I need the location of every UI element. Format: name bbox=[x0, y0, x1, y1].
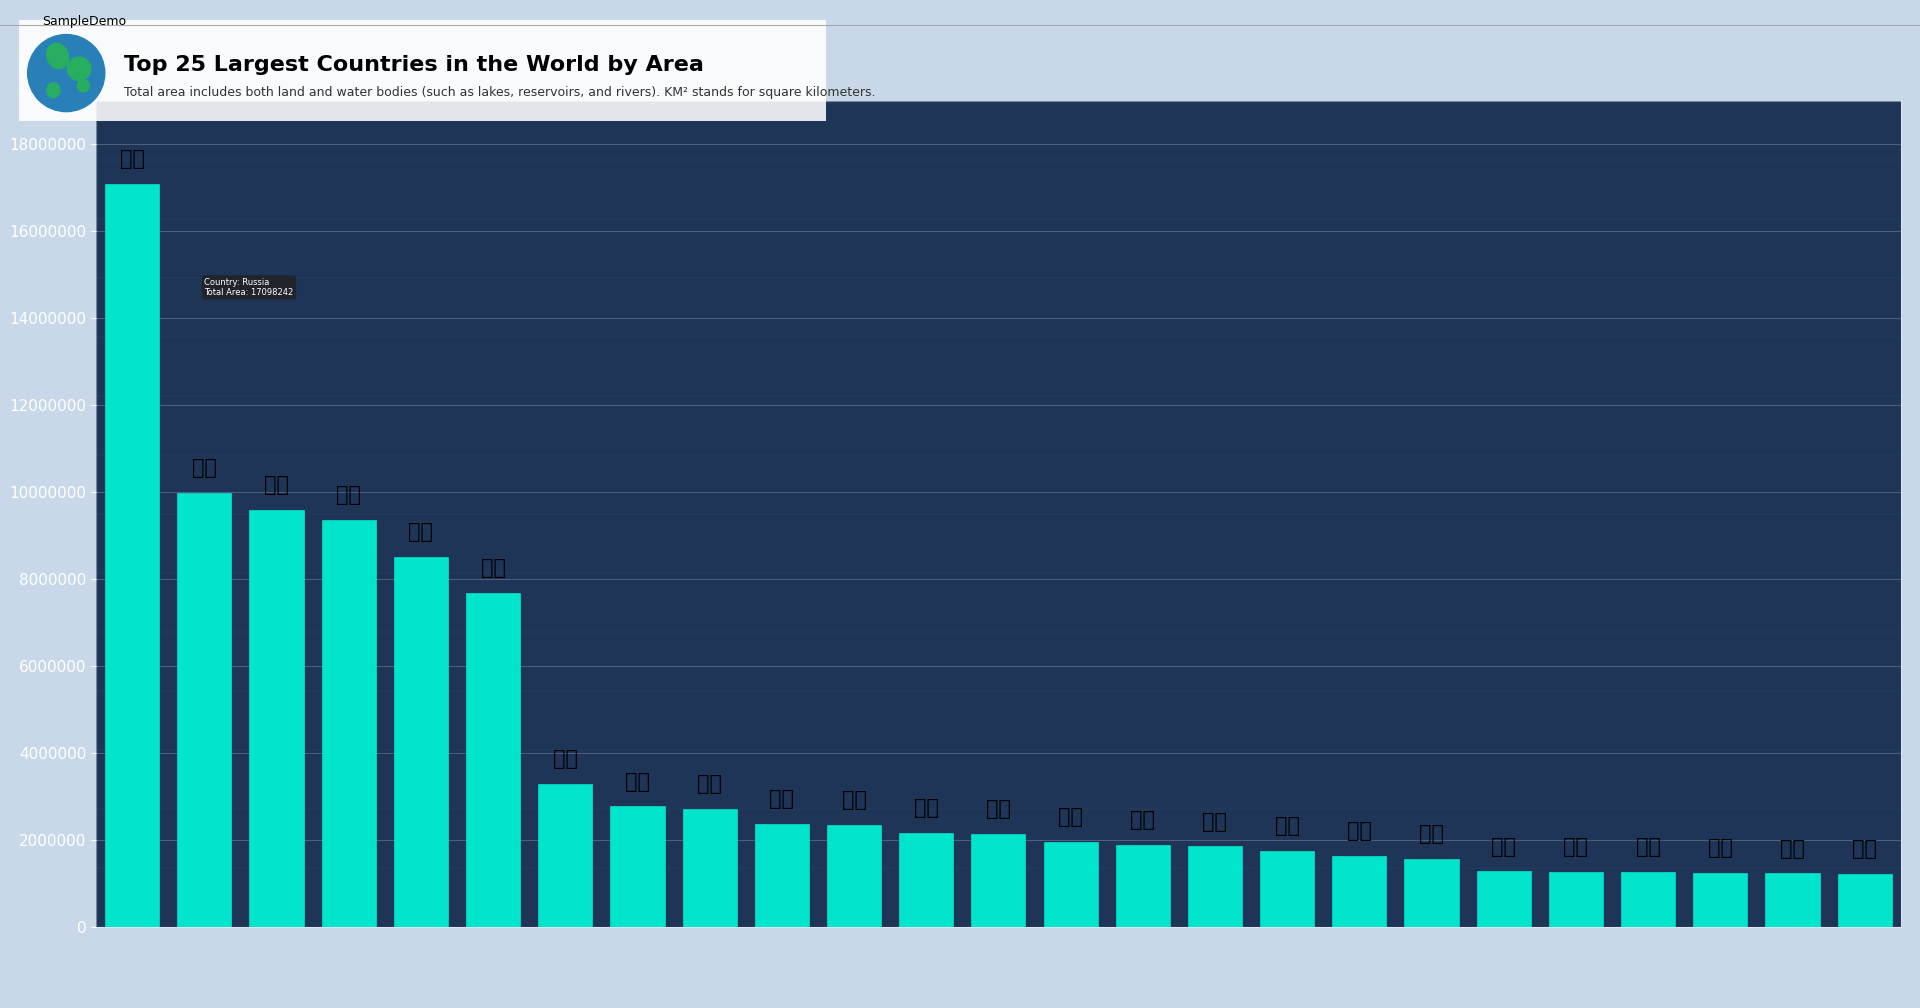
Bar bbox=[1188, 847, 1242, 927]
Bar bbox=[611, 806, 664, 927]
Text: 🇮🇩: 🇮🇩 bbox=[1131, 809, 1156, 830]
Text: 🇧🇷: 🇧🇷 bbox=[409, 522, 434, 542]
Ellipse shape bbox=[46, 43, 69, 69]
Bar bbox=[106, 183, 159, 927]
Ellipse shape bbox=[67, 57, 90, 81]
Bar bbox=[1837, 874, 1891, 927]
Ellipse shape bbox=[77, 80, 90, 92]
Text: Top 25 Largest Countries in the World by Area: Top 25 Largest Countries in the World by… bbox=[125, 55, 705, 76]
Bar bbox=[250, 510, 303, 927]
Text: 🇩🇿: 🇩🇿 bbox=[770, 789, 795, 808]
Text: 🇹🇩: 🇹🇩 bbox=[1563, 837, 1588, 857]
Text: 🇿🇦: 🇿🇦 bbox=[1853, 840, 1878, 860]
Circle shape bbox=[27, 34, 106, 112]
Bar bbox=[1476, 872, 1530, 927]
Text: 🇵🇪: 🇵🇪 bbox=[1492, 837, 1517, 857]
Ellipse shape bbox=[46, 83, 60, 98]
Bar bbox=[1332, 856, 1386, 927]
Text: 🇸🇩: 🇸🇩 bbox=[1202, 811, 1227, 832]
Bar bbox=[1260, 851, 1313, 927]
Text: 🇲🇳: 🇲🇳 bbox=[1419, 825, 1444, 845]
Bar bbox=[684, 808, 737, 927]
Text: 🇨🇩: 🇨🇩 bbox=[841, 790, 866, 810]
Text: 🇦🇺: 🇦🇺 bbox=[480, 557, 505, 578]
Text: 🇮🇳: 🇮🇳 bbox=[553, 750, 578, 769]
Text: 🇸🇦: 🇸🇦 bbox=[985, 799, 1012, 818]
Bar bbox=[1404, 859, 1459, 927]
Bar bbox=[177, 493, 232, 927]
Text: 🇲🇽: 🇲🇽 bbox=[1058, 807, 1083, 827]
Bar bbox=[323, 519, 376, 927]
Text: 🇰🇿: 🇰🇿 bbox=[697, 774, 722, 794]
Text: SampleDemo: SampleDemo bbox=[42, 15, 127, 28]
Bar bbox=[1693, 873, 1747, 927]
Text: 🇲🇱: 🇲🇱 bbox=[1780, 839, 1805, 859]
Bar bbox=[1620, 872, 1674, 927]
Bar bbox=[394, 556, 447, 927]
Text: 🇦🇷: 🇦🇷 bbox=[624, 771, 651, 791]
Text: 🇳🇪: 🇳🇪 bbox=[1636, 838, 1661, 858]
Bar bbox=[1116, 845, 1169, 927]
Text: 🇦🇴: 🇦🇴 bbox=[1707, 839, 1734, 858]
Bar bbox=[828, 826, 881, 927]
Text: 🇱🇾: 🇱🇾 bbox=[1275, 815, 1300, 836]
Bar bbox=[1549, 872, 1603, 927]
Text: 🇺🇸: 🇺🇸 bbox=[336, 485, 361, 505]
Text: 🇮🇷: 🇮🇷 bbox=[1346, 821, 1373, 841]
Bar bbox=[899, 834, 952, 927]
Text: 🇬🇱: 🇬🇱 bbox=[914, 798, 939, 818]
Bar bbox=[972, 834, 1025, 927]
Text: 🇨🇦: 🇨🇦 bbox=[192, 458, 217, 478]
Text: 🇷🇺: 🇷🇺 bbox=[119, 148, 144, 168]
Text: Country: Russia
Total Area: 17098242: Country: Russia Total Area: 17098242 bbox=[204, 278, 294, 297]
Bar bbox=[538, 784, 591, 927]
Bar bbox=[1764, 873, 1820, 927]
Text: 🇨🇳: 🇨🇳 bbox=[263, 475, 290, 495]
Bar bbox=[755, 824, 808, 927]
Text: Total area includes both land and water bodies (such as lakes, reservoirs, and r: Total area includes both land and water … bbox=[125, 86, 876, 99]
Bar bbox=[1044, 842, 1098, 927]
Bar bbox=[467, 593, 520, 927]
